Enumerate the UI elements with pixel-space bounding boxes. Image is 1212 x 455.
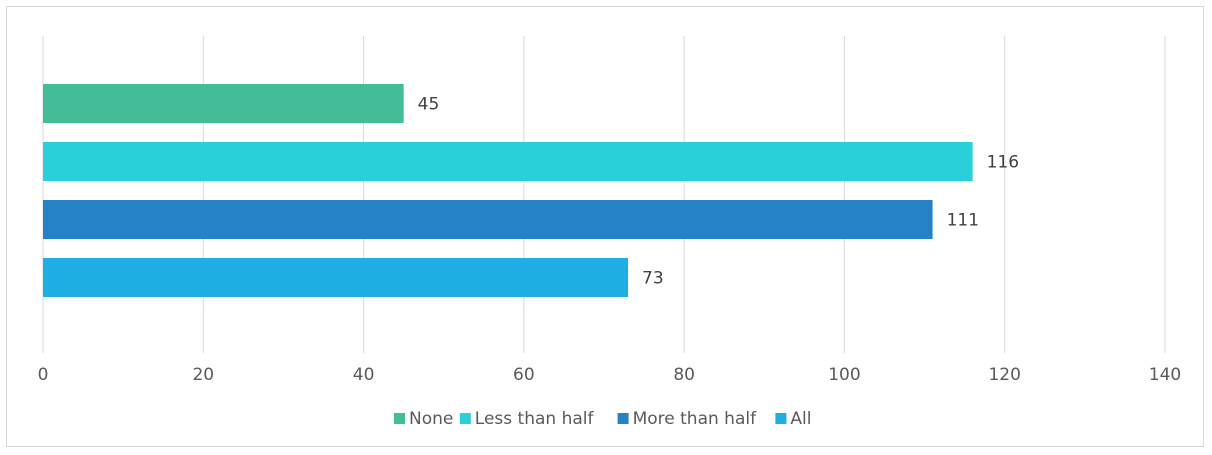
legend: None Less than half More than half All (394, 409, 811, 429)
legend-swatch-less-than-half (459, 413, 471, 424)
legend-item-all: All (775, 409, 811, 429)
legend-item-less-than-half: Less than half (459, 409, 595, 429)
data-labels: 45 116 111 73 (418, 95, 1019, 289)
legend-label-all: All (790, 409, 811, 429)
x-tick-label-80: 80 (673, 365, 695, 385)
x-tick-label-20: 20 (192, 365, 214, 385)
legend-item-none: None (394, 409, 453, 429)
legend-swatch-all (775, 413, 787, 424)
x-tick-label-40: 40 (353, 365, 375, 385)
data-label-less-than-half: 116 (987, 153, 1019, 173)
data-label-all: 73 (642, 269, 664, 289)
x-tick-label-0: 0 (38, 365, 49, 385)
legend-label-none: None (409, 409, 453, 429)
x-tick-label-100: 100 (828, 365, 860, 385)
data-label-more-than-half: 111 (947, 211, 979, 231)
legend-label-more-than-half: More than half (633, 409, 757, 429)
data-label-none: 45 (418, 95, 440, 115)
legend-swatch-none (394, 413, 405, 424)
bar-all (43, 258, 629, 297)
x-tick-label-60: 60 (513, 365, 535, 385)
bar-none (43, 84, 404, 123)
x-tick-label-120: 120 (988, 365, 1020, 385)
bars (43, 84, 973, 297)
legend-label-less-than-half: Less than half (475, 409, 595, 429)
x-axis-tick-labels: 0 20 40 60 80 100 120 140 (38, 365, 1182, 385)
x-tick-label-140: 140 (1149, 365, 1181, 385)
legend-swatch-more-than-half (617, 413, 629, 424)
bar-more-than-half (43, 200, 933, 239)
legend-item-more-than-half: More than half (617, 409, 757, 429)
gridlines (42, 36, 1166, 353)
bar-less-than-half (43, 142, 973, 181)
